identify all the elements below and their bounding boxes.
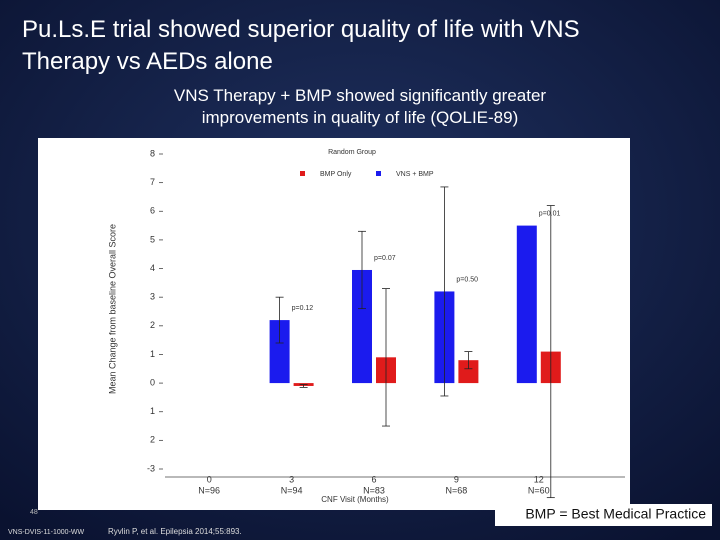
- p-value: p=0.12: [292, 305, 314, 312]
- x-tick-label: 6: [371, 474, 376, 484]
- y-tick-label: 1: [150, 406, 155, 416]
- y-tick-label: -3: [147, 463, 155, 473]
- y-tick-label: 2: [150, 320, 155, 330]
- n-label: N=60: [528, 485, 550, 495]
- y-tick-label: 8: [150, 148, 155, 158]
- p-value: p=0.50: [456, 276, 478, 283]
- bar: [352, 269, 372, 384]
- p-value: p=0.01: [539, 210, 561, 217]
- y-tick-label: 4: [150, 263, 155, 273]
- legend-swatch: [376, 171, 381, 176]
- legend-title: Random Group: [328, 149, 376, 156]
- y-tick-label: 2: [150, 435, 155, 445]
- n-label: N=96: [198, 485, 220, 495]
- n-label: N=83: [363, 485, 385, 495]
- y-tick-label: 3: [150, 292, 155, 302]
- y-axis-label: Mean Change from baseline Overall Score: [107, 224, 117, 394]
- y-tick-label: 6: [150, 206, 155, 216]
- y-tick-label: 1: [150, 349, 155, 359]
- x-tick-label: 3: [289, 474, 294, 484]
- subtitle: VNS Therapy + BMP showed significantly g…: [173, 86, 547, 127]
- slide-title: Pu.Ls.E trial showed superior quality of…: [22, 16, 580, 75]
- title-box: Pu.Ls.E trial showed superior quality of…: [22, 16, 580, 75]
- chart-panel: [38, 138, 630, 510]
- legend-swatch: [300, 171, 305, 176]
- legend-label: VNS + BMP: [396, 171, 434, 178]
- x-tick-label: 12: [534, 474, 544, 484]
- p-value: p=0.07: [374, 255, 396, 262]
- x-axis-label: CNF Visit (Months): [321, 495, 389, 504]
- bar: [458, 360, 479, 384]
- footnote: BMP = Best Medical Practice: [525, 506, 706, 522]
- bar: [269, 320, 290, 384]
- code: VNS-DVIS-11-1000-WW: [8, 529, 85, 536]
- y-tick-label: 5: [150, 234, 155, 244]
- page-number: 48: [30, 509, 38, 516]
- x-tick-label: 9: [454, 474, 459, 484]
- n-label: N=94: [281, 485, 303, 495]
- bar: [516, 225, 537, 384]
- legend-label: BMP Only: [320, 171, 352, 178]
- y-tick-label: 7: [150, 177, 155, 187]
- x-tick-label: 0: [207, 474, 212, 484]
- n-label: N=68: [446, 485, 468, 495]
- y-tick-label: 0: [150, 377, 155, 387]
- citation: Ryvlin P, et al. Epilepsia 2014;55:893.: [108, 527, 242, 536]
- subtitle-box: VNS Therapy + BMP showed significantly g…: [173, 86, 547, 127]
- footnote-bg: [495, 504, 712, 526]
